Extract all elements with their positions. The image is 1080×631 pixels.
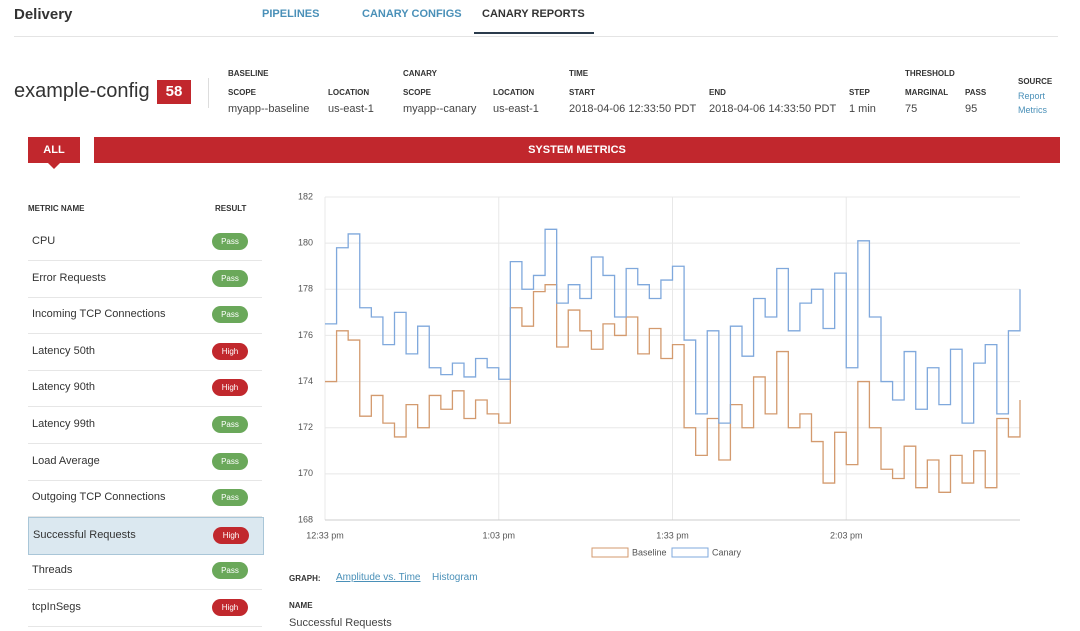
source-link[interactable]: Report <box>1018 91 1046 101</box>
meta-field-value: us-east-1 <box>493 103 539 115</box>
y-tick-label: 178 <box>298 284 313 294</box>
result-badge: Pass <box>212 233 248 250</box>
app-title: Delivery <box>14 6 73 23</box>
result-badge: Pass <box>212 452 248 470</box>
group-title: SYSTEM METRICS <box>94 137 1060 163</box>
meta-field-label: END <box>709 88 726 97</box>
x-tick-label: 2:03 pm <box>830 530 863 540</box>
metric-row[interactable]: CPU Pass <box>28 224 262 261</box>
result-badge: Pass <box>212 306 248 324</box>
metric-name: Latency 50th <box>32 344 95 357</box>
nav-tab[interactable]: CANARY CONFIGS <box>362 8 462 20</box>
tab-pointer <box>48 163 60 169</box>
metric-name: Latency 90th <box>32 381 95 394</box>
metric-name: Load Average <box>32 454 100 467</box>
meta-field-label: SCOPE <box>403 88 432 97</box>
metric-name: Incoming TCP Connections <box>32 308 166 321</box>
source-label: SOURCE <box>1018 77 1053 86</box>
metrics-header: METRIC NAME <box>28 204 85 213</box>
score-badge: 58 <box>157 80 191 104</box>
metric-row[interactable]: Latency 99th Pass <box>28 407 262 444</box>
nav-tab[interactable]: PIPELINES <box>262 8 320 20</box>
metrics-header: RESULT <box>215 204 247 213</box>
legend-label: Canary <box>712 547 742 557</box>
graph-option[interactable]: Amplitude vs. Time <box>336 572 421 583</box>
meta-field-value: myapp--baseline <box>228 103 310 115</box>
y-tick-label: 168 <box>298 514 313 524</box>
source-link[interactable]: Metrics <box>1018 105 1047 115</box>
divider <box>208 78 209 108</box>
result-badge: High <box>212 342 248 360</box>
metric-name: Threads <box>32 564 73 577</box>
metric-name: CPU <box>32 235 56 247</box>
meta-field-value: 95 <box>965 103 978 115</box>
meta-field-label: LOCATION <box>493 88 535 97</box>
meta-field-value: 2018-04-06 14:33:50 PDT <box>709 103 837 115</box>
chart: 168 170 172 174 176 178 180 182 12:33 pm 1:03 pm 1… <box>298 191 1021 558</box>
result-badge: Pass <box>212 416 248 433</box>
result-badge: Pass <box>212 562 248 580</box>
metric-row[interactable]: Error Requests Pass <box>28 261 262 298</box>
name-value: Successful Requests <box>289 617 392 629</box>
meta-group-label: TIME <box>569 69 589 78</box>
filter-tab[interactable]: ALL <box>28 137 80 163</box>
metric-row[interactable]: Latency 90th High <box>28 370 262 408</box>
meta-field-label: PASS <box>965 88 987 97</box>
meta-field-value: myapp--canary <box>403 103 477 115</box>
metric-name: tcpInSegs <box>32 601 81 613</box>
x-tick-label: 1:33 pm <box>656 530 689 540</box>
metric-name: Outgoing TCP Connections <box>32 491 166 504</box>
metric-row[interactable]: Incoming TCP Connections Pass <box>28 297 262 335</box>
y-tick-label: 172 <box>298 422 313 432</box>
meta-field-label: START <box>569 88 596 97</box>
meta-field-label: LOCATION <box>328 88 370 97</box>
nav-tab[interactable]: CANARY REPORTS <box>482 8 585 20</box>
metric-row[interactable]: Successful Requests High <box>28 516 264 555</box>
result-badge: High <box>212 379 248 397</box>
meta-field-value: 1 min <box>849 103 876 115</box>
y-tick-label: 174 <box>298 376 313 386</box>
metric-row[interactable]: Threads Pass <box>28 553 262 591</box>
metric-row[interactable]: Outgoing TCP Connections Pass <box>28 480 262 518</box>
active-tab-underline <box>474 32 594 34</box>
metric-name: Latency 99th <box>32 418 95 430</box>
graph-option[interactable]: Histogram <box>432 572 478 583</box>
result-badge: Pass <box>212 489 248 507</box>
x-tick-label: 12:33 pm <box>306 530 344 540</box>
metric-name: Successful Requests <box>33 528 136 541</box>
x-tick-label: 1:03 pm <box>482 530 515 540</box>
meta-field-label: SCOPE <box>228 88 257 97</box>
meta-field-value: 2018-04-06 12:33:50 PDT <box>569 103 697 115</box>
header-divider <box>14 36 1058 37</box>
y-tick-label: 170 <box>298 468 313 478</box>
result-badge: Pass <box>212 269 248 287</box>
result-badge: High <box>212 599 248 616</box>
meta-field-label: STEP <box>849 88 870 97</box>
name-label: NAME <box>289 601 313 610</box>
y-tick-label: 180 <box>298 238 313 248</box>
series-line <box>325 228 1021 424</box>
y-tick-label: 182 <box>298 191 313 201</box>
meta-field-label: MARGINAL <box>905 88 949 97</box>
graph-label: GRAPH: <box>289 574 321 583</box>
meta-group-label: CANARY <box>403 69 437 78</box>
result-badge: High <box>213 526 249 544</box>
legend-swatch <box>671 547 709 558</box>
legend-label: Baseline <box>632 547 667 557</box>
metric-name: Error Requests <box>32 271 106 284</box>
legend-swatch <box>591 547 629 558</box>
y-tick-label: 176 <box>298 330 313 340</box>
series-line <box>325 284 1021 493</box>
meta-field-value: us-east-1 <box>328 103 374 115</box>
metric-row[interactable]: Load Average Pass <box>28 444 262 481</box>
meta-field-value: 75 <box>905 103 918 115</box>
meta-group-label: BASELINE <box>228 69 269 78</box>
metric-row[interactable]: Latency 50th High <box>28 334 262 371</box>
config-name: example-config <box>14 80 150 102</box>
metric-row[interactable]: tcpInSegs High <box>28 590 262 627</box>
meta-group-label: THRESHOLD <box>905 69 955 78</box>
